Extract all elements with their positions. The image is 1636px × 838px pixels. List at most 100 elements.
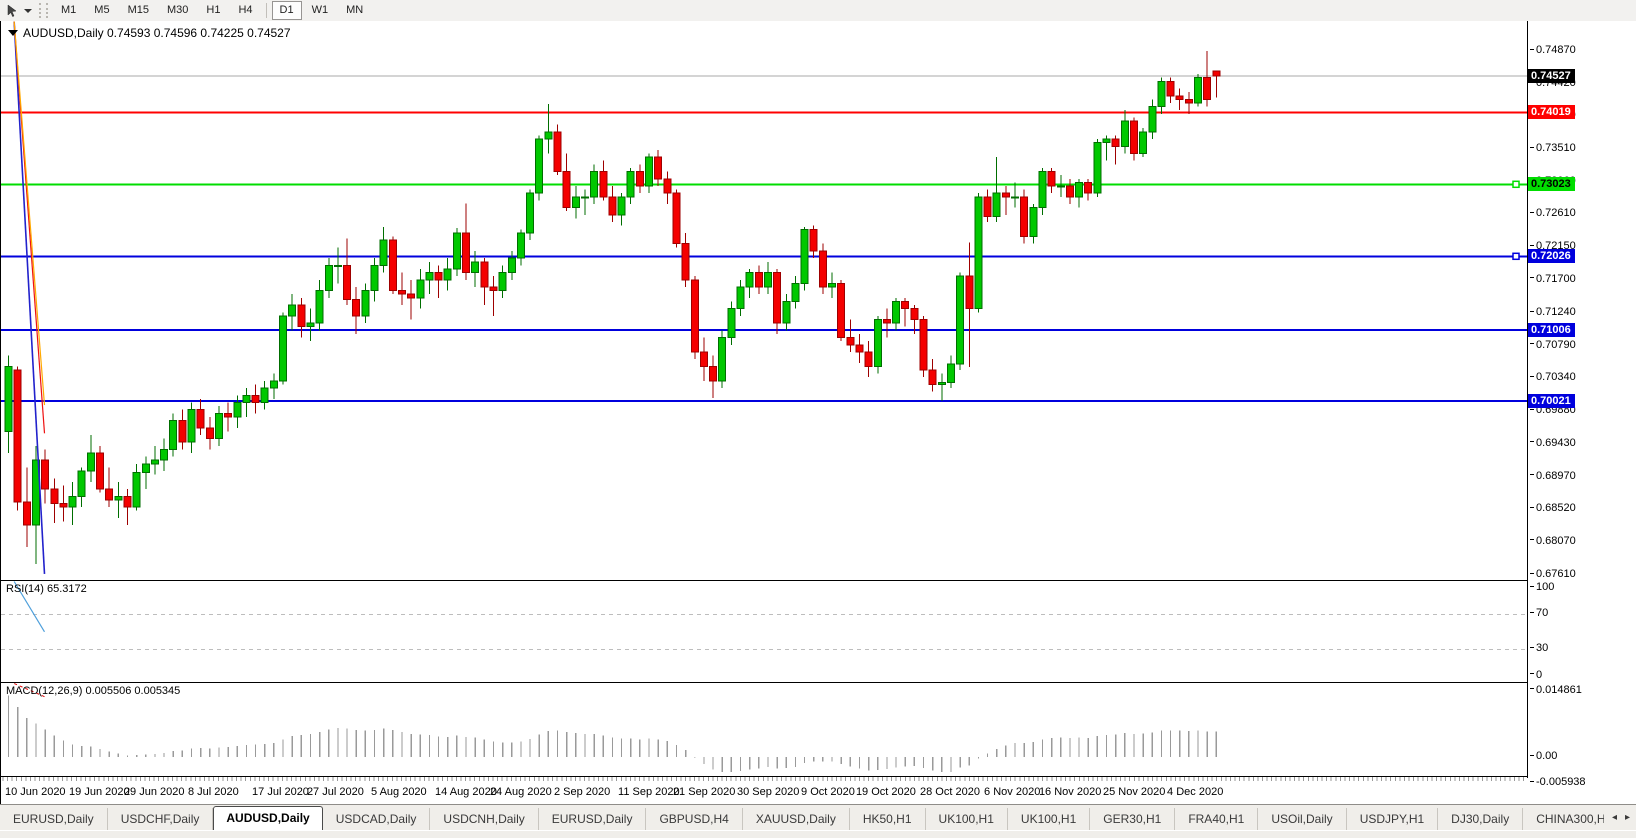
chart-title-text: AUDUSD,Daily 0.74593 0.74596 0.74225 0.7…: [23, 26, 291, 40]
chart-tab-usoil-daily[interactable]: USOil,Daily: [1258, 808, 1347, 831]
price-tick-label: 0.71700: [1530, 273, 1576, 285]
date-label: 14 Aug 2020: [435, 786, 497, 798]
date-label: 9 Oct 2020: [801, 786, 855, 798]
rsi-label: RSI(14) 65.3172: [6, 583, 87, 595]
date-label: 30 Sep 2020: [737, 786, 800, 798]
date-label: 24 Aug 2020: [489, 786, 552, 798]
date-label: 27 Jul 2020: [306, 786, 364, 798]
chart-window: AUDUSD,Daily 0.74593 0.74596 0.74225 0.7…: [0, 21, 1636, 804]
ma-fast-line: [13, 21, 46, 406]
date-label: 4 Dec 2020: [1167, 786, 1224, 798]
tab-scroll-arrows: ◂ ▸: [1603, 805, 1634, 830]
macd-axis-label: -0.005938: [1530, 776, 1586, 788]
price-box-0.72026: 0.72026: [1528, 249, 1575, 264]
date-axis: 10 Jun 2020 19 Jun 2020 29 Jun 2020 8 Jul 2…: [1, 777, 1528, 804]
chart-tab-hk50-h1[interactable]: HK50,H1: [850, 808, 926, 831]
date-label: 17 Jul 2020: [252, 786, 309, 798]
ma-slow-line: [13, 21, 46, 574]
rsi-line: [13, 581, 46, 633]
chart-tab-fra40-h1[interactable]: FRA40,H1: [1175, 808, 1259, 831]
timeframe-button-h4[interactable]: H4: [238, 4, 253, 16]
date-label: 8 Jul 2020: [188, 786, 239, 798]
pane-separator[interactable]: [1, 580, 1528, 581]
chart-tab-audusd-daily[interactable]: AUDUSD,Daily: [213, 806, 323, 831]
chart-tab-eurusd-daily[interactable]: EURUSD,Daily: [539, 808, 647, 831]
chart-tab-usdjpy-h1[interactable]: USDJPY,H1: [1347, 808, 1439, 831]
date-label: 19 Oct 2020: [855, 786, 916, 798]
collapse-triangle-icon[interactable]: [8, 30, 18, 36]
chart-tab-xauusd-daily[interactable]: XAUUSD,Daily: [743, 808, 850, 831]
price-box-0.71006: 0.71006: [1528, 322, 1575, 337]
toolbar-grip[interactable]: [39, 3, 48, 18]
date-label: 11 Sep 2020: [618, 786, 680, 798]
price-tick-label: 0.69430: [1530, 437, 1576, 449]
chart-tab-usdcnh-daily[interactable]: USDCNH,Daily: [430, 808, 539, 831]
timeframe-button-m30[interactable]: M30: [166, 4, 189, 16]
status-strip: [0, 830, 1636, 838]
chart-tabbar: EURUSD,Daily USDCHF,Daily AUDUSD,Daily USDC…: [0, 804, 1636, 831]
macd-canvas[interactable]: [1, 683, 1527, 776]
hline-handle[interactable]: [1512, 252, 1520, 261]
date-label: 2 Sep 2020: [554, 786, 611, 798]
timeframe-button-m15[interactable]: M15: [127, 4, 149, 16]
timeframe-button-w1[interactable]: W1: [311, 4, 329, 16]
macd-axis-label: 0.014861: [1530, 684, 1582, 696]
price-axis-border: [1527, 21, 1528, 778]
price-box-0.74527: 0.74527: [1528, 68, 1575, 83]
chart-tab-gbpusd-h4[interactable]: GBPUSD,H4: [646, 808, 743, 831]
date-label: 5 Aug 2020: [371, 786, 427, 798]
chart-tab-usdcad-daily[interactable]: USDCAD,Daily: [323, 808, 431, 831]
timeframe-button-mn[interactable]: MN: [346, 4, 364, 16]
timeframe-button-m1[interactable]: M1: [61, 4, 77, 16]
date-label: 19 Jun 2020: [69, 786, 130, 798]
price-tick-label: 0.67610: [1530, 568, 1576, 580]
chart-tab-eurusd-daily[interactable]: EURUSD,Daily: [0, 808, 108, 831]
price-tick-label: 0.71240: [1530, 306, 1576, 318]
price-tick-label: 0.72610: [1530, 207, 1576, 219]
chart-tab-uk100-h1[interactable]: UK100,H1: [1008, 808, 1091, 831]
chart-title: AUDUSD,Daily 0.74593 0.74596 0.74225 0.7…: [8, 26, 291, 40]
date-label: 25 Nov 2020: [1103, 786, 1166, 798]
cursor-icon[interactable]: [3, 2, 21, 19]
timeframe-button-h1[interactable]: H1: [206, 4, 221, 16]
price-tick-label: 0.68520: [1530, 502, 1576, 514]
candlesticks: [4, 51, 1221, 565]
price-tick-label: 0.74870: [1530, 44, 1576, 56]
dropdown-caret-icon[interactable]: [24, 8, 32, 13]
price-tick-label: 0.70340: [1530, 371, 1576, 383]
date-label: 10 Jun 2020: [5, 786, 66, 798]
rsi-canvas[interactable]: [1, 581, 1527, 682]
chart-tab-dj30-daily[interactable]: DJ30,Daily: [1438, 808, 1524, 831]
rsi-axis-label: 100: [1530, 581, 1554, 593]
tab-scroll-right-icon[interactable]: ▸: [1624, 812, 1630, 823]
date-label: 6 Nov 2020: [984, 786, 1041, 798]
rsi-axis-label: 0: [1530, 669, 1542, 681]
timeframe-button-d1[interactable]: D1: [271, 1, 302, 20]
pane-separator[interactable]: [1, 776, 1528, 777]
hline-handle[interactable]: [1512, 180, 1520, 189]
date-label: 29 Jun 2020: [123, 786, 185, 798]
chart-tab-usdchf-daily[interactable]: USDCHF,Daily: [108, 808, 214, 831]
rsi-axis-label: 30: [1530, 642, 1548, 654]
price-axis: 0.748700.744200.739700.735100.730600.726…: [1528, 21, 1636, 804]
price-box-0.73023: 0.73023: [1528, 177, 1575, 192]
pane-separator[interactable]: [1, 682, 1528, 683]
price-tick-label: 0.68970: [1530, 470, 1576, 482]
price-tick-label: 0.68070: [1530, 535, 1576, 547]
price-tick-label: 0.70790: [1530, 339, 1576, 351]
price-box-0.70021: 0.70021: [1528, 394, 1575, 408]
tab-scroll-left-icon[interactable]: ◂: [1611, 812, 1617, 823]
chart-tab-ger30-h1[interactable]: GER30,H1: [1090, 808, 1176, 831]
macd-histogram: [7, 695, 1217, 773]
price-chart-canvas[interactable]: [1, 21, 1527, 579]
price-tick-label: 0.73510: [1530, 142, 1576, 154]
cursor-icon-glyph: [7, 4, 17, 17]
macd-axis-label: 0.00: [1530, 750, 1557, 762]
timeframe-button-m5[interactable]: M5: [94, 4, 110, 16]
date-label: 21 Sep 2020: [672, 786, 736, 798]
chart-tab-uk100-h1[interactable]: UK100,H1: [926, 808, 1008, 831]
date-label: 28 Oct 2020: [920, 786, 980, 798]
date-tick-marks: [2, 777, 1525, 781]
date-label: 16 Nov 2020: [1038, 786, 1102, 798]
